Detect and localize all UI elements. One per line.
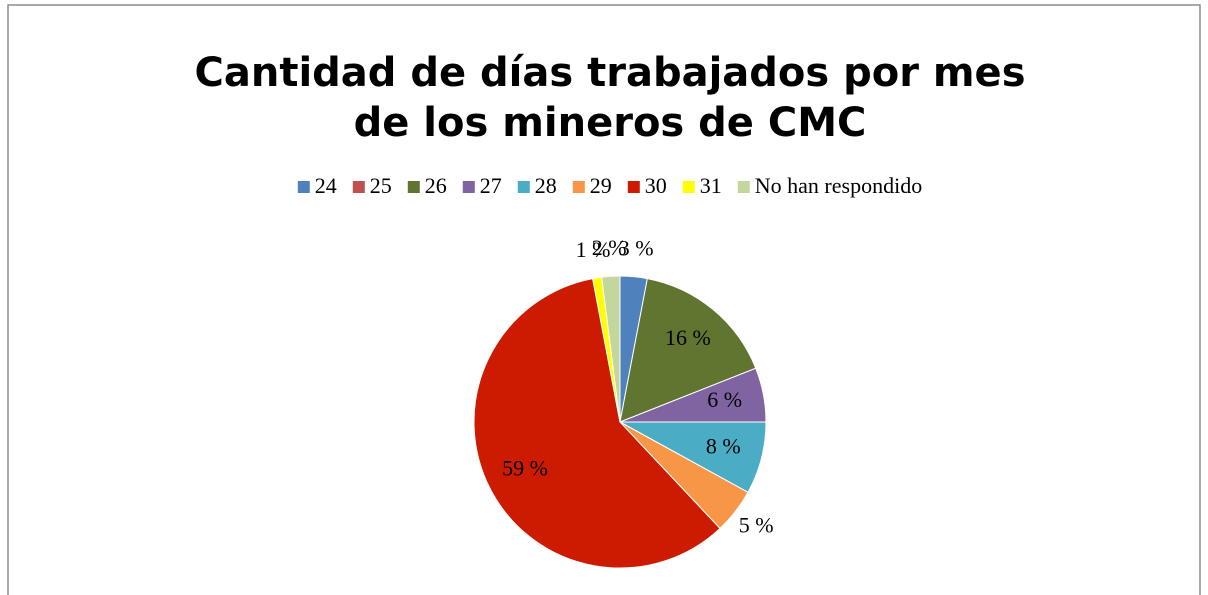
legend-label: 26 [425,173,447,198]
data-label: 2 % [592,235,627,260]
legend-swatch [737,181,750,193]
legend-swatch [627,181,640,193]
legend-label: 27 [480,173,502,198]
data-label: 6 % [707,387,742,412]
legend-swatch [352,181,365,193]
legend-label: 29 [590,173,612,198]
legend-swatch [407,181,420,193]
legend-label: 30 [645,173,667,198]
legend-label: 24 [315,173,337,198]
legend-label: No han respondido [755,173,922,198]
legend-label: 25 [370,173,392,198]
legend-swatch [517,181,530,193]
legend-label: 31 [700,173,722,198]
pie-slice [619,278,757,423]
legend-label: 28 [535,173,557,198]
data-label: 59 % [502,455,548,480]
chart-title: de los mineros de CMC [354,100,867,146]
legend-swatch [682,181,695,193]
pie-slice [601,275,621,423]
data-label: 1 % [576,237,611,262]
legend-swatch [297,181,310,193]
chart-title: Cantidad de días trabajados por mes [195,50,1026,96]
data-label: 5 % [739,513,774,538]
pie-slice [473,278,721,569]
data-label: 3 % [619,236,654,261]
legend-swatch [462,181,475,193]
data-label: 16 % [665,325,711,350]
legend-swatch [572,181,585,193]
data-label: 8 % [706,434,741,459]
